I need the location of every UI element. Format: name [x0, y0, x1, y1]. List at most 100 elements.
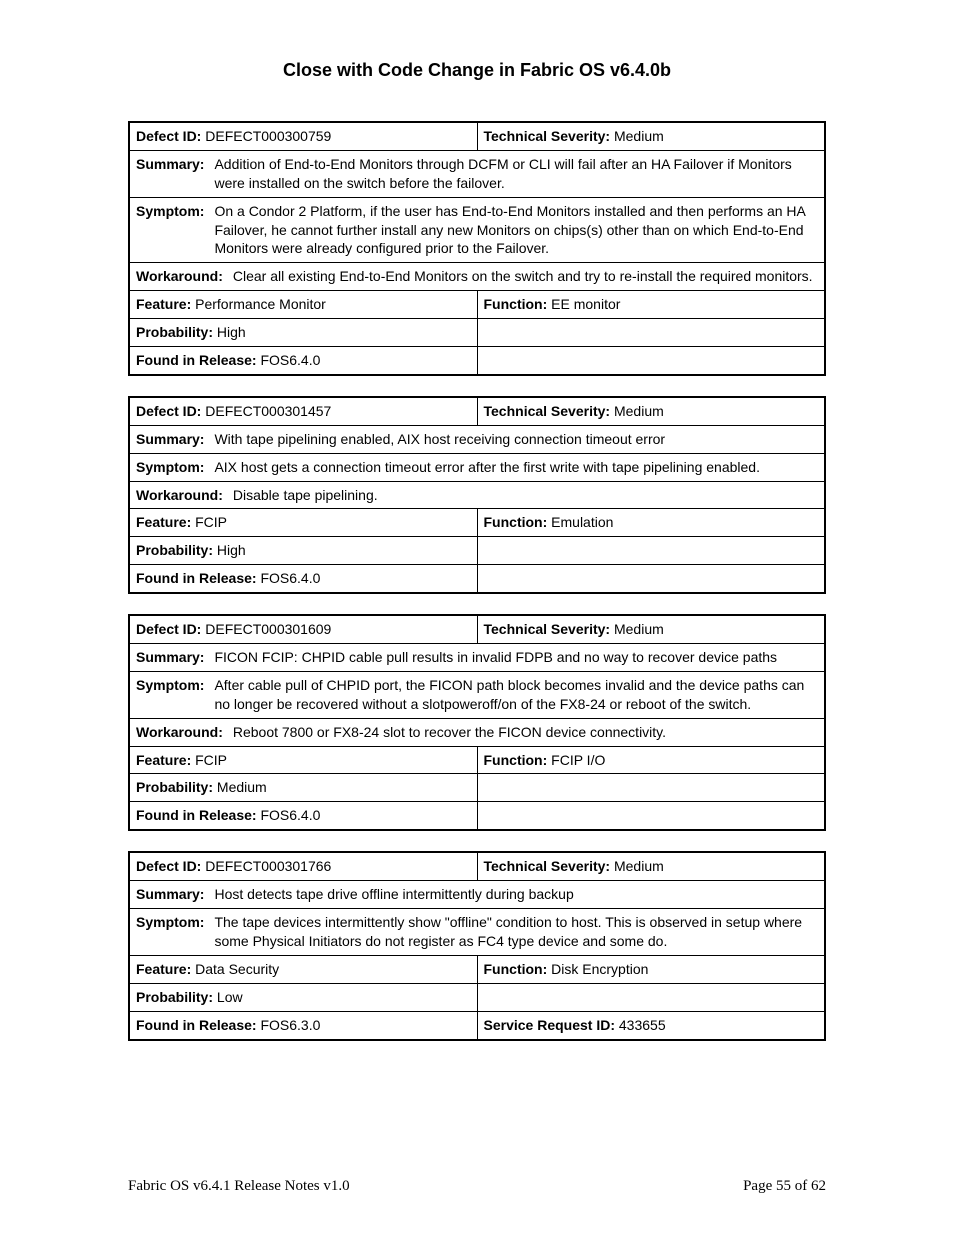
found-release-cell: Found in Release: FOS6.4.0: [129, 565, 477, 593]
service-request-cell: Service Request ID: 433655: [477, 1011, 825, 1039]
workaround-cell: Workaround: Reboot 7800 or FX8-24 slot t…: [129, 718, 825, 746]
severity-value: Medium: [614, 128, 664, 144]
summary-value: Host detects tape drive offline intermit…: [214, 885, 818, 904]
summary-cell: Summary: Host detects tape drive offline…: [129, 881, 825, 909]
probability-cell: Probability: High: [129, 537, 477, 565]
found-release-value: FOS6.4.0: [260, 570, 320, 586]
symptom-cell: Symptom: On a Condor 2 Platform, if the …: [129, 197, 825, 263]
workaround-label: Workaround:: [136, 723, 233, 742]
summary-label: Summary:: [136, 155, 214, 193]
feature-label: Feature:: [136, 296, 191, 312]
symptom-value: After cable pull of CHPID port, the FICO…: [214, 676, 818, 714]
summary-cell: Summary: FICON FCIP: CHPID cable pull re…: [129, 644, 825, 672]
symptom-cell: Symptom: After cable pull of CHPID port,…: [129, 671, 825, 718]
function-cell: Function: Disk Encryption: [477, 955, 825, 983]
workaround-value: Disable tape pipelining.: [233, 486, 818, 505]
function-value: EE monitor: [551, 296, 620, 312]
symptom-label: Symptom:: [136, 458, 214, 477]
found-release-value: FOS6.3.0: [260, 1017, 320, 1033]
defect-id-cell: Defect ID: DEFECT000301766: [129, 852, 477, 880]
probability-label: Probability:: [136, 779, 213, 795]
function-label: Function:: [484, 514, 548, 530]
defect-table-2: Defect ID: DEFECT000301457 Technical Sev…: [128, 396, 826, 594]
severity-cell: Technical Severity: Medium: [477, 852, 825, 880]
footer-right: Page 55 of 62: [743, 1178, 826, 1195]
symptom-value: The tape devices intermittently show "of…: [214, 913, 818, 951]
probability-value: High: [217, 542, 246, 558]
defect-table-3: Defect ID: DEFECT000301609 Technical Sev…: [128, 614, 826, 831]
severity-label: Technical Severity:: [484, 621, 611, 637]
workaround-value: Clear all existing End-to-End Monitors o…: [233, 267, 818, 286]
found-release-label: Found in Release:: [136, 352, 257, 368]
symptom-value: AIX host gets a connection timeout error…: [214, 458, 818, 477]
probability-label: Probability:: [136, 989, 213, 1005]
feature-label: Feature:: [136, 961, 191, 977]
defect-id-label: Defect ID:: [136, 858, 201, 874]
probability-cell: Probability: Medium: [129, 774, 477, 802]
feature-value: FCIP: [195, 752, 227, 768]
severity-label: Technical Severity:: [484, 403, 611, 419]
feature-cell: Feature: FCIP: [129, 746, 477, 774]
summary-cell: Summary: Addition of End-to-End Monitors…: [129, 150, 825, 197]
probability-cell: Probability: High: [129, 319, 477, 347]
probability-value: Medium: [217, 779, 267, 795]
function-label: Function:: [484, 296, 548, 312]
summary-label: Summary:: [136, 648, 214, 667]
workaround-label: Workaround:: [136, 267, 233, 286]
summary-value: FICON FCIP: CHPID cable pull results in …: [214, 648, 818, 667]
function-value: Disk Encryption: [551, 961, 648, 977]
function-cell: Function: Emulation: [477, 509, 825, 537]
defect-id-cell: Defect ID: DEFECT000301457: [129, 397, 477, 425]
summary-label: Summary:: [136, 430, 214, 449]
feature-value: FCIP: [195, 514, 227, 530]
defect-table-1: Defect ID: DEFECT000300759 Technical Sev…: [128, 121, 826, 376]
service-request-label: Service Request ID:: [484, 1017, 616, 1033]
empty-cell: [477, 983, 825, 1011]
found-release-label: Found in Release:: [136, 807, 257, 823]
function-value: Emulation: [551, 514, 613, 530]
empty-cell: [477, 347, 825, 375]
summary-value: Addition of End-to-End Monitors through …: [214, 155, 818, 193]
severity-cell: Technical Severity: Medium: [477, 122, 825, 150]
empty-cell: [477, 802, 825, 830]
severity-cell: Technical Severity: Medium: [477, 615, 825, 643]
severity-label: Technical Severity:: [484, 128, 611, 144]
summary-value: With tape pipelining enabled, AIX host r…: [214, 430, 818, 449]
found-release-value: FOS6.4.0: [260, 352, 320, 368]
workaround-label: Workaround:: [136, 486, 233, 505]
feature-cell: Feature: Performance Monitor: [129, 291, 477, 319]
function-cell: Function: FCIP I/O: [477, 746, 825, 774]
defect-id-cell: Defect ID: DEFECT000300759: [129, 122, 477, 150]
feature-cell: Feature: FCIP: [129, 509, 477, 537]
symptom-label: Symptom:: [136, 913, 214, 951]
probability-label: Probability:: [136, 542, 213, 558]
page-title: Close with Code Change in Fabric OS v6.4…: [128, 60, 826, 81]
defect-id-value: DEFECT000300759: [205, 128, 331, 144]
feature-value: Data Security: [195, 961, 279, 977]
function-label: Function:: [484, 752, 548, 768]
found-release-cell: Found in Release: FOS6.4.0: [129, 347, 477, 375]
severity-cell: Technical Severity: Medium: [477, 397, 825, 425]
probability-label: Probability:: [136, 324, 213, 340]
page-footer: Fabric OS v6.4.1 Release Notes v1.0 Page…: [128, 1178, 826, 1195]
summary-cell: Summary: With tape pipelining enabled, A…: [129, 425, 825, 453]
empty-cell: [477, 565, 825, 593]
workaround-cell: Workaround: Clear all existing End-to-En…: [129, 263, 825, 291]
defect-id-label: Defect ID:: [136, 621, 201, 637]
probability-value: High: [217, 324, 246, 340]
severity-value: Medium: [614, 858, 664, 874]
workaround-value: Reboot 7800 or FX8-24 slot to recover th…: [233, 723, 818, 742]
feature-value: Performance Monitor: [195, 296, 326, 312]
found-release-label: Found in Release:: [136, 1017, 257, 1033]
workaround-cell: Workaround: Disable tape pipelining.: [129, 481, 825, 509]
empty-cell: [477, 537, 825, 565]
symptom-cell: Symptom: The tape devices intermittently…: [129, 909, 825, 956]
found-release-cell: Found in Release: FOS6.4.0: [129, 802, 477, 830]
defect-id-label: Defect ID:: [136, 128, 201, 144]
symptom-label: Symptom:: [136, 676, 214, 714]
severity-value: Medium: [614, 403, 664, 419]
severity-value: Medium: [614, 621, 664, 637]
feature-label: Feature:: [136, 514, 191, 530]
symptom-label: Symptom:: [136, 202, 214, 259]
function-value: FCIP I/O: [551, 752, 605, 768]
